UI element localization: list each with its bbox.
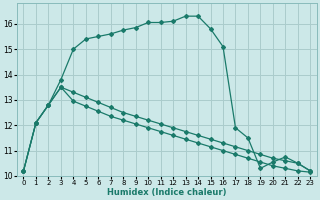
X-axis label: Humidex (Indice chaleur): Humidex (Indice chaleur): [107, 188, 227, 197]
